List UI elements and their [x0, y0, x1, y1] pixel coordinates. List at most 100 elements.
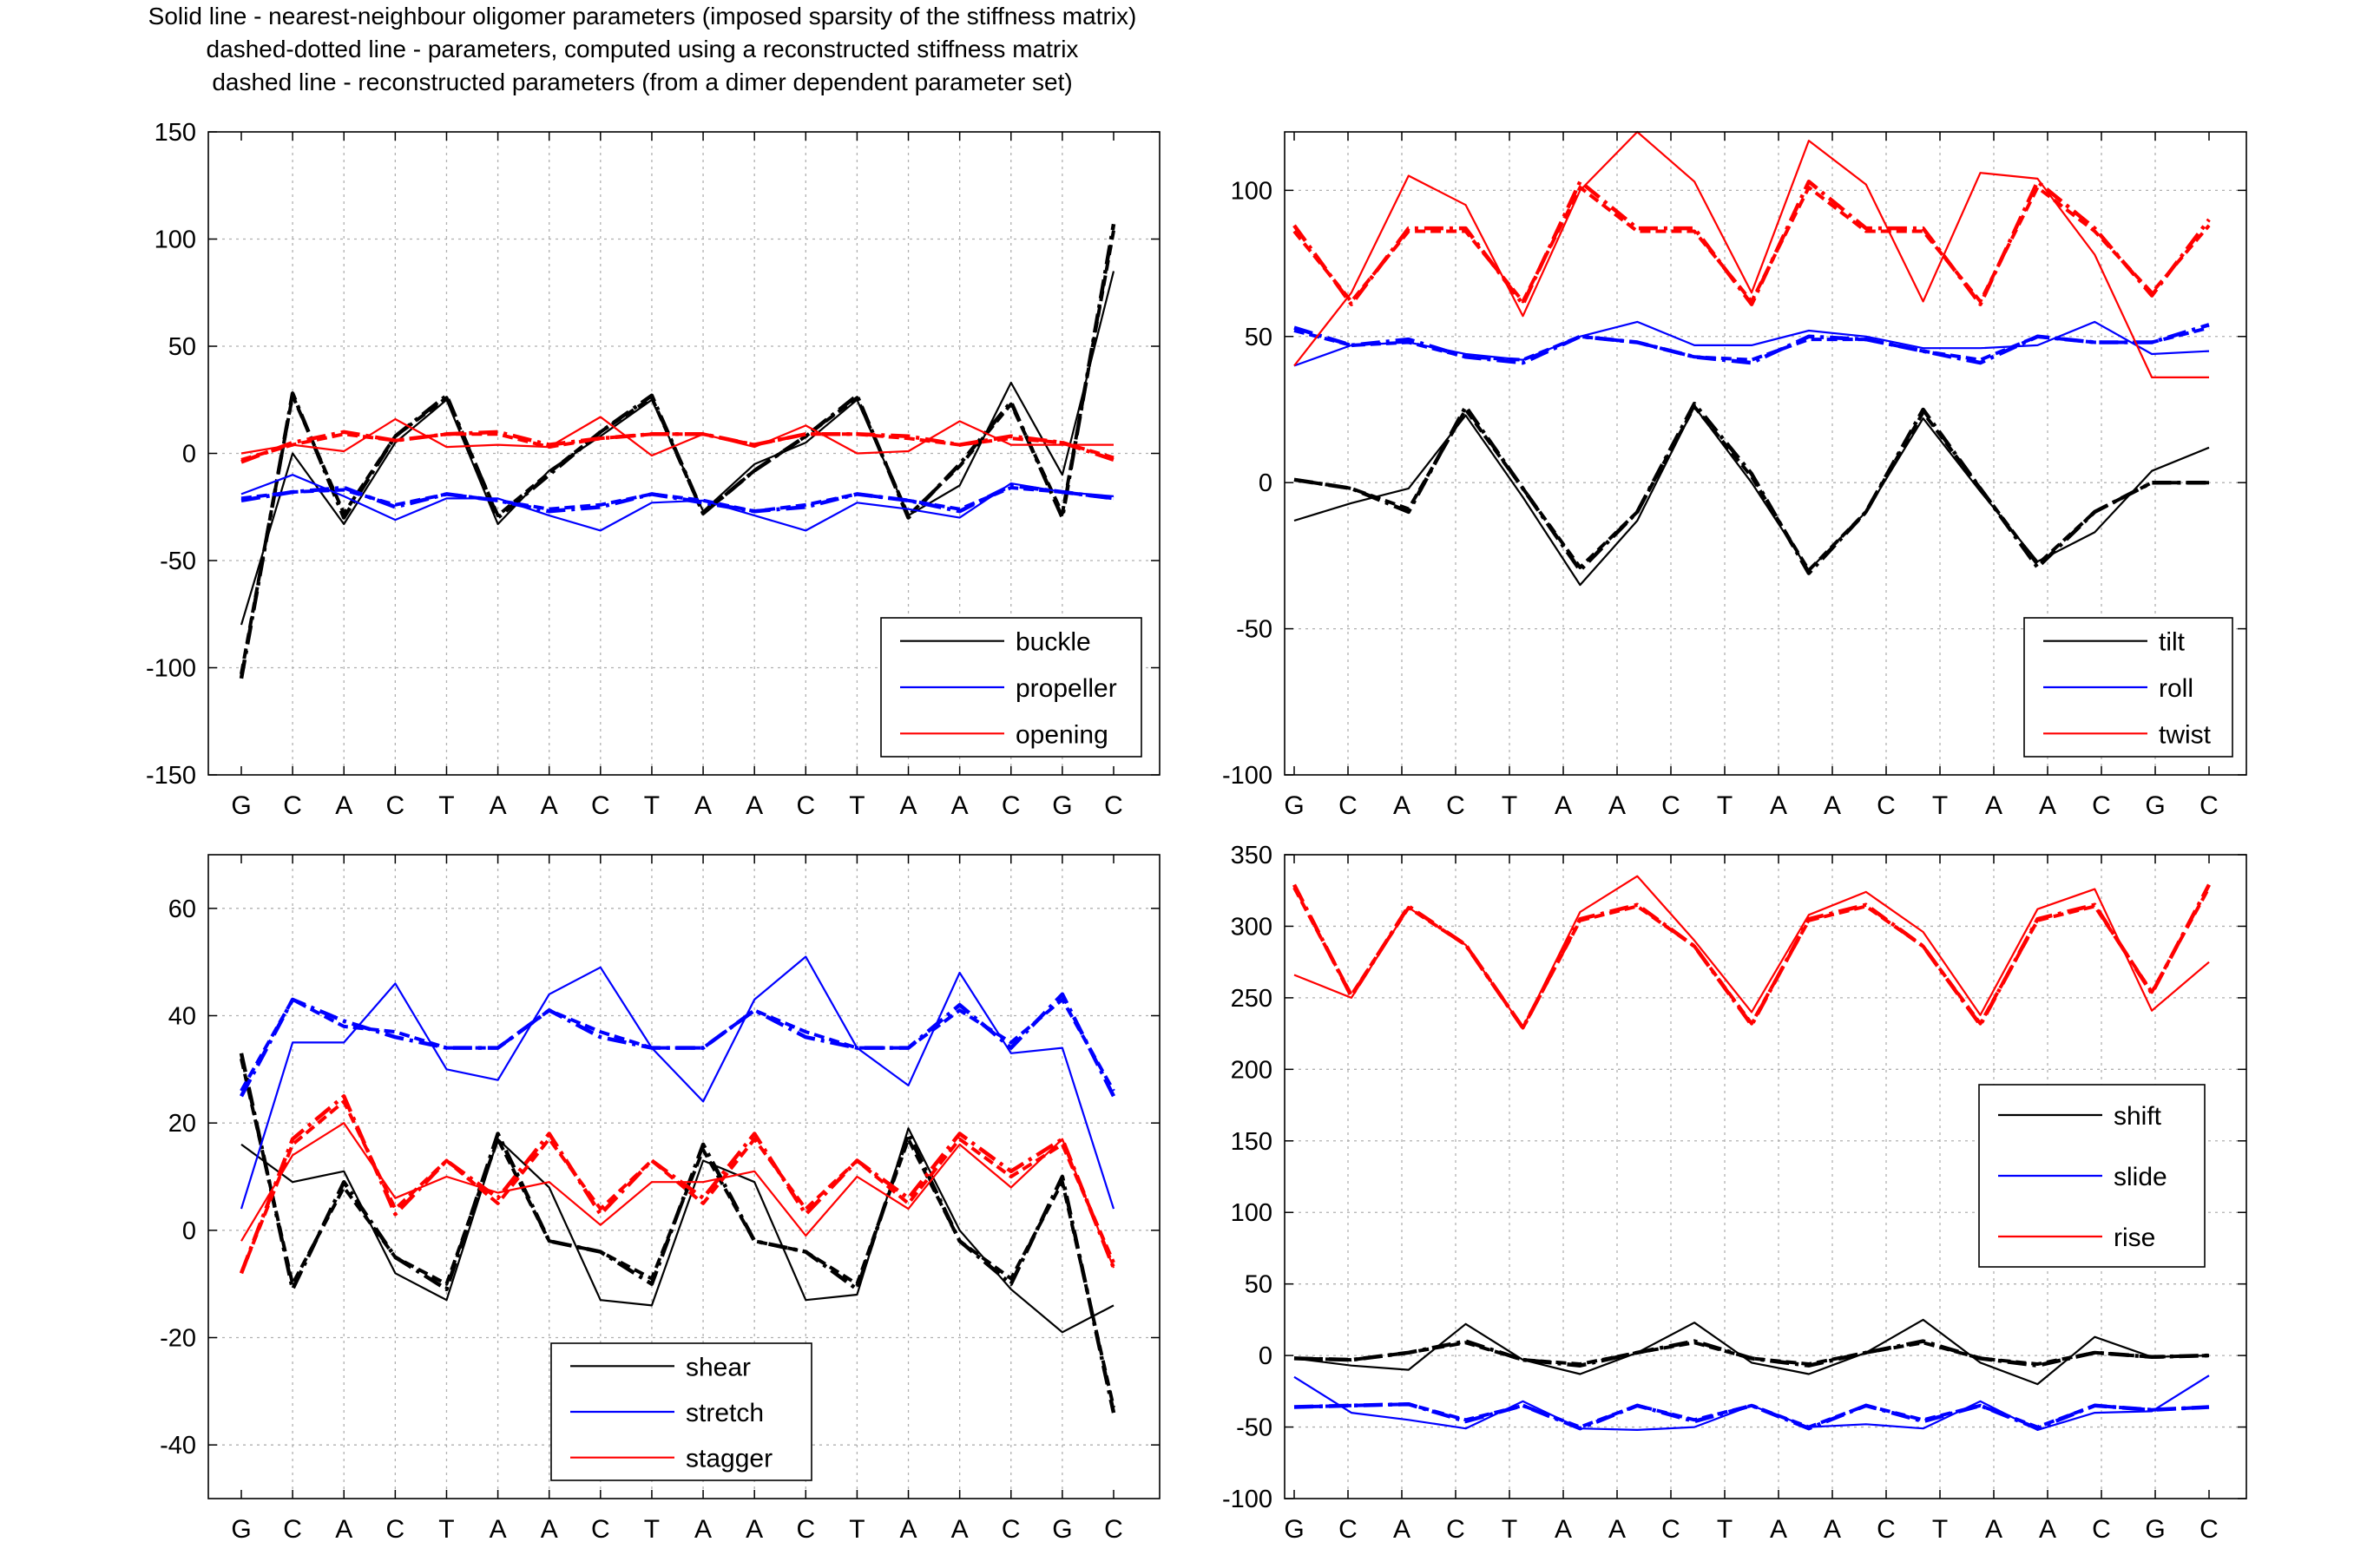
x-tick-label: A	[2039, 791, 2056, 820]
x-tick-label: A	[335, 1515, 352, 1544]
slide-solid-line	[1293, 1374, 2210, 1432]
x-tick-label: C	[2092, 1515, 2111, 1544]
twist-dashdot-line	[1292, 180, 2211, 306]
x-tick-label: A	[694, 1515, 712, 1544]
legend-label-rise: rise	[2114, 1224, 2155, 1252]
y-tick-label: 100	[155, 226, 196, 254]
legend-label-buckle: buckle	[1016, 628, 1091, 657]
y-tick-label: 0	[182, 1217, 196, 1245]
y-tick-label: -40	[160, 1432, 196, 1460]
y-tick-label: 350	[1231, 842, 1272, 869]
x-tick-label: C	[1104, 791, 1123, 820]
plot-frame	[1284, 854, 2247, 1499]
y-tick-label: 20	[168, 1110, 196, 1138]
x-tick-label: T	[1717, 1515, 1733, 1544]
legend-label-stagger: stagger	[686, 1445, 773, 1473]
x-tick-label: A	[1608, 791, 1626, 820]
legend: buckle propeller opening	[880, 617, 1142, 758]
x-tick-label: A	[900, 1515, 917, 1544]
x-tick-label: A	[1393, 1515, 1410, 1544]
shift-dashed-line	[1293, 1341, 2210, 1366]
x-tick-label: A	[951, 791, 969, 820]
tilt-dashed-line	[1293, 404, 2209, 573]
y-tick-label: -50	[1236, 616, 1272, 644]
header-line-2: dashed-dotted line - parameters, compute…	[206, 36, 1079, 62]
x-tick-label: A	[1824, 791, 1841, 820]
y-tick-label: 60	[168, 896, 196, 923]
y-tick-label: -100	[1222, 1486, 1272, 1513]
x-tick-label: C	[1446, 791, 1465, 820]
propeller-dashed-line	[240, 486, 1115, 514]
x-tick-label: A	[1770, 791, 1787, 820]
x-tick-label: G	[1052, 791, 1072, 820]
stagger-solid-line	[240, 1122, 1115, 1269]
y-tick-label: -150	[146, 762, 196, 790]
x-tick-label: G	[2145, 1515, 2165, 1544]
x-tick-label: G	[2145, 791, 2165, 820]
x-tick-label: C	[1104, 1515, 1123, 1544]
tilt-dashdot-line	[1293, 401, 2209, 575]
plot-frame	[207, 854, 1161, 1499]
x-tick-label: G	[231, 1515, 251, 1544]
legend-label-twist: twist	[2159, 720, 2212, 749]
x-tick-label: A	[1985, 791, 2002, 820]
legend-label-propeller: propeller	[1016, 674, 1117, 703]
x-tick-label: A	[1555, 791, 1572, 820]
x-tick-label: C	[1338, 1515, 1358, 1544]
x-tick-label: A	[541, 1515, 558, 1544]
x-tick-label: G	[1052, 1515, 1072, 1544]
x-tick-label: A	[490, 1515, 507, 1544]
x-tick-label: T	[438, 791, 454, 820]
x-tick-label: T	[1502, 1515, 1517, 1544]
x-tick-label: A	[1985, 1515, 2002, 1544]
x-tick-label: C	[1661, 791, 1680, 820]
y-tick-label: 50	[1245, 324, 1272, 351]
x-tick-label: A	[2039, 1515, 2056, 1544]
x-tick-label: G	[1284, 791, 1304, 820]
y-tick-label: 0	[1259, 1342, 1272, 1370]
x-tick-label: C	[1338, 791, 1358, 820]
legend: shift slide rise	[1978, 1084, 2206, 1268]
x-tick-label: T	[644, 791, 660, 820]
stagger-dashed-line	[240, 1099, 1115, 1275]
buckle-solid-line	[240, 271, 1115, 626]
y-tick-label: -20	[160, 1325, 196, 1353]
x-tick-label: C	[386, 1515, 405, 1544]
opening-solid-line	[240, 416, 1114, 457]
x-tick-label: T	[849, 1515, 865, 1544]
x-tick-label: T	[1502, 791, 1517, 820]
legend: shear stretch stagger	[550, 1342, 812, 1481]
propeller-dashdot-line	[240, 483, 1115, 514]
y-tick-label: 300	[1231, 913, 1272, 941]
x-tick-label: G	[231, 791, 251, 820]
x-tick-label: C	[1877, 791, 1896, 820]
x-tick-label: A	[900, 791, 917, 820]
legend-label-stretch: stretch	[686, 1399, 764, 1427]
y-tick-label: 0	[182, 441, 196, 469]
y-tick-label: 40	[168, 1003, 196, 1031]
roll-dashed-line	[1293, 325, 2210, 362]
legend-label-slide: slide	[2114, 1163, 2167, 1191]
rise-solid-line	[1293, 875, 2210, 1029]
x-tick-label: C	[796, 791, 815, 820]
x-tick-label: C	[386, 791, 405, 820]
roll-solid-line	[1293, 320, 2210, 367]
y-tick-label: 100	[1231, 1199, 1272, 1227]
x-tick-label: A	[951, 1515, 969, 1544]
x-tick-label: A	[335, 791, 352, 820]
x-tick-label: T	[1932, 1515, 1948, 1544]
rise-dashdot-line	[1292, 883, 2211, 1030]
stretch-dashdot-line	[240, 992, 1116, 1098]
x-tick-label: C	[1661, 1515, 1680, 1544]
y-tick-label: -50	[160, 548, 196, 575]
y-tick-label: 0	[1259, 469, 1272, 497]
x-tick-label: C	[591, 791, 610, 820]
tilt-solid-line	[1293, 405, 2210, 587]
figure-header: Solid line - nearest-neighbour oligomer …	[0, 0, 1285, 99]
y-tick-label: 50	[1245, 1271, 1272, 1299]
shear-dashdot-line	[239, 1053, 1116, 1414]
legend-label-shear: shear	[686, 1353, 751, 1381]
y-tick-label: 100	[1231, 177, 1272, 205]
